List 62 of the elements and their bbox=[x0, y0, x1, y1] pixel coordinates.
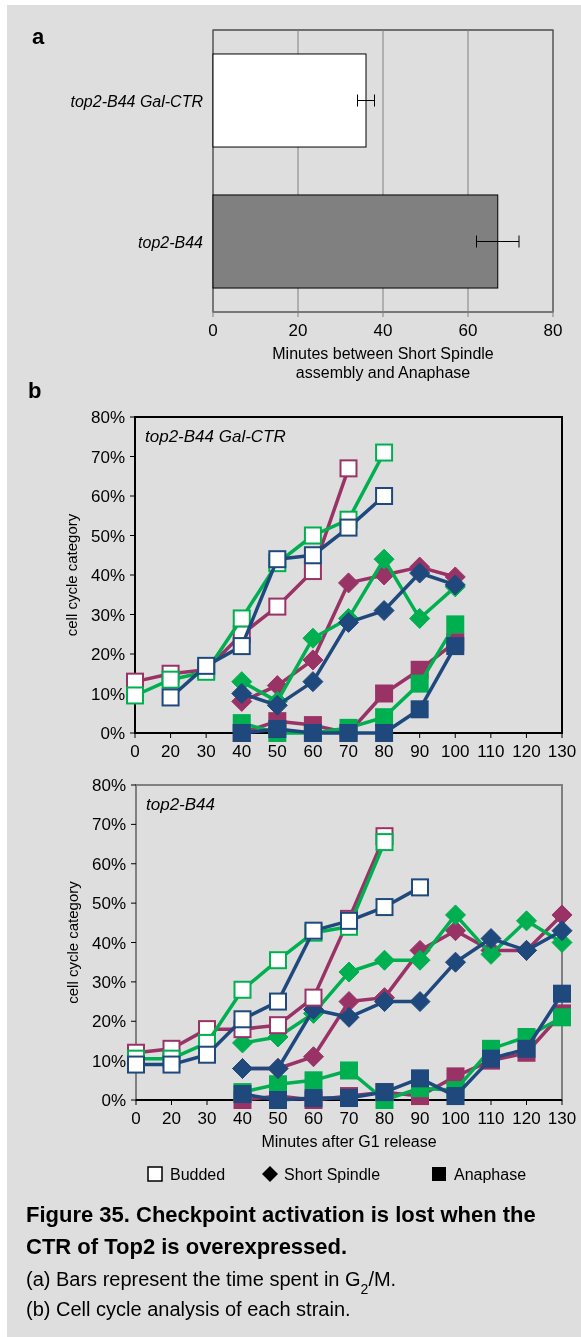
y-tick-label: 40% bbox=[91, 933, 126, 953]
y-tick-label: 70% bbox=[90, 447, 125, 467]
y-tick-label: 20% bbox=[91, 1012, 126, 1032]
x-tick-label: 130 bbox=[547, 742, 577, 761]
y-tick-label: 10% bbox=[90, 684, 125, 704]
y-tick-label: 0% bbox=[100, 724, 125, 743]
y-tick-label: 50% bbox=[91, 894, 126, 914]
x-tick-label: 70 bbox=[339, 1109, 359, 1128]
x-tick-label: 100 bbox=[441, 742, 470, 761]
x-tick-label: 80 bbox=[374, 742, 394, 761]
y-tick-label: 60% bbox=[90, 487, 125, 506]
x-tick-label: 80 bbox=[543, 321, 563, 340]
y-tick-label: 80% bbox=[90, 408, 125, 427]
x-tick-label: 90 bbox=[410, 742, 430, 761]
x-tick-label: 110 bbox=[477, 1109, 505, 1128]
x-tick-label: 40 bbox=[232, 742, 252, 761]
x-tick-label: 100 bbox=[441, 1109, 470, 1128]
x-tick-label: 0 bbox=[131, 1109, 141, 1128]
x-tick-label: 20 bbox=[162, 1109, 181, 1128]
x-tick-label: 0 bbox=[208, 321, 218, 340]
chart-title: a bbox=[32, 24, 45, 49]
y-axis-title: cell cycle category bbox=[63, 513, 80, 637]
y-tick-label: 30% bbox=[90, 605, 125, 625]
x-tick-label: 60 bbox=[303, 742, 323, 761]
y-tick-label: 30% bbox=[91, 972, 126, 992]
text: (b) Cell cycle analysis of each strain. bbox=[26, 1298, 351, 1320]
x-tick-label: 60 bbox=[304, 1109, 323, 1128]
x-axis-title: Minutes between Short Spindle assembly and Anaphase bbox=[272, 345, 494, 381]
text: Anaphase bbox=[454, 1166, 527, 1183]
y-tick-label: 60% bbox=[91, 854, 126, 874]
y-tick-label: 0% bbox=[101, 1091, 126, 1110]
x-tick-label: 50 bbox=[267, 742, 287, 761]
y-tick-label: 10% bbox=[91, 1051, 126, 1071]
x-tick-label: 40 bbox=[233, 1109, 252, 1128]
text: Budded bbox=[170, 1166, 226, 1183]
y-tick-label: 20% bbox=[90, 645, 125, 664]
x-tick-label: 0 bbox=[130, 742, 140, 761]
x-tick-label: 120 bbox=[512, 742, 541, 761]
x-tick-label: 120 bbox=[512, 1109, 541, 1128]
y-tick-label: 50% bbox=[90, 526, 125, 546]
y-axis-title: cell cycle category bbox=[64, 880, 81, 1004]
text: top2-B44 Gal-CTR bbox=[145, 427, 286, 446]
x-tick-label: 40 bbox=[373, 321, 393, 340]
x-tick-label: 130 bbox=[547, 1109, 577, 1128]
x-axis-title: Minutes after G1 release bbox=[261, 1133, 437, 1150]
text: Short Spindle bbox=[284, 1166, 381, 1183]
x-tick-label: 20 bbox=[161, 742, 181, 761]
x-tick-label: 30 bbox=[196, 742, 216, 761]
x-tick-label: 60 bbox=[458, 321, 478, 340]
x-tick-label: 80 bbox=[375, 1109, 394, 1128]
y-tick-label: 80% bbox=[91, 776, 126, 795]
y-tick-label: 70% bbox=[91, 815, 126, 835]
text: (a) Bars represent the time spent in G$_{2}$/M. bbox=[26, 1268, 397, 1297]
x-tick-label: 50 bbox=[268, 1109, 288, 1128]
x-tick-label: 70 bbox=[339, 742, 358, 761]
y-tick-label: 40% bbox=[90, 566, 125, 585]
x-tick-label: 110 bbox=[477, 742, 505, 761]
x-tick-label: 90 bbox=[410, 1109, 430, 1128]
text: b bbox=[28, 378, 42, 403]
x-tick-label: 30 bbox=[197, 1109, 217, 1128]
x-tick-label: 20 bbox=[288, 321, 308, 340]
caption: Figure 35. Checkpoint activation is lost when the CTR of Top2 is overexpressed. bbox=[26, 1202, 536, 1259]
